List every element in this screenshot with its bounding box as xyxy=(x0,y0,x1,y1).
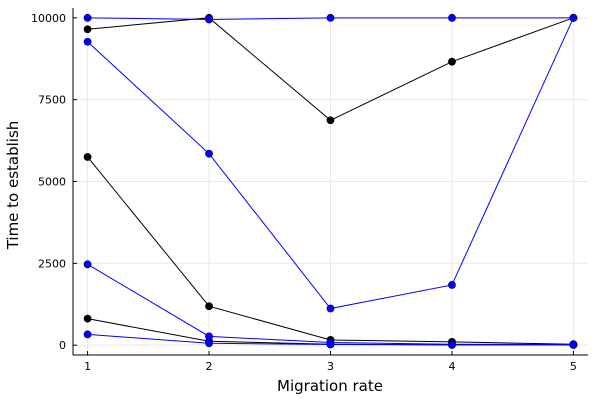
data-point xyxy=(83,153,92,161)
data-point xyxy=(83,260,92,269)
data-point xyxy=(205,302,213,311)
data-point xyxy=(83,314,92,323)
data-point xyxy=(569,341,578,349)
tick-labels: 1 2 3 4 5 0 2500 5000 7500 10000 xyxy=(31,12,577,373)
data-point xyxy=(448,340,456,349)
x-tick-label: 2 xyxy=(206,360,213,373)
x-tick-label: 4 xyxy=(448,360,455,373)
data-point xyxy=(326,340,335,349)
gridlines xyxy=(73,8,588,355)
data-point xyxy=(205,15,213,24)
axes xyxy=(72,8,588,356)
series-7 xyxy=(83,330,578,349)
data-point xyxy=(569,13,578,22)
data-point xyxy=(326,304,335,313)
y-tick-label: 0 xyxy=(59,339,66,352)
data-point xyxy=(83,37,92,46)
x-axis-title: Migration rate xyxy=(277,377,383,395)
data-point xyxy=(326,116,335,125)
y-tick-label: 2500 xyxy=(38,257,66,270)
data-point xyxy=(83,13,92,22)
y-tick-label: 7500 xyxy=(38,94,66,107)
series-group xyxy=(83,13,578,349)
data-point xyxy=(448,57,456,66)
data-point xyxy=(205,149,213,158)
data-point xyxy=(448,281,456,289)
series-5 xyxy=(83,13,578,313)
y-tick-label: 5000 xyxy=(38,176,66,189)
y-axis-title: Time to establish xyxy=(4,121,22,251)
x-tick-label: 1 xyxy=(84,360,91,373)
x-tick-label: 3 xyxy=(327,360,334,373)
y-tick-label: 10000 xyxy=(31,12,66,25)
data-point xyxy=(83,330,92,339)
data-point xyxy=(205,339,213,348)
data-point xyxy=(448,13,456,22)
x-tick-label: 5 xyxy=(570,360,577,373)
data-point xyxy=(83,25,92,34)
data-point xyxy=(326,13,335,22)
data-point xyxy=(205,332,213,341)
